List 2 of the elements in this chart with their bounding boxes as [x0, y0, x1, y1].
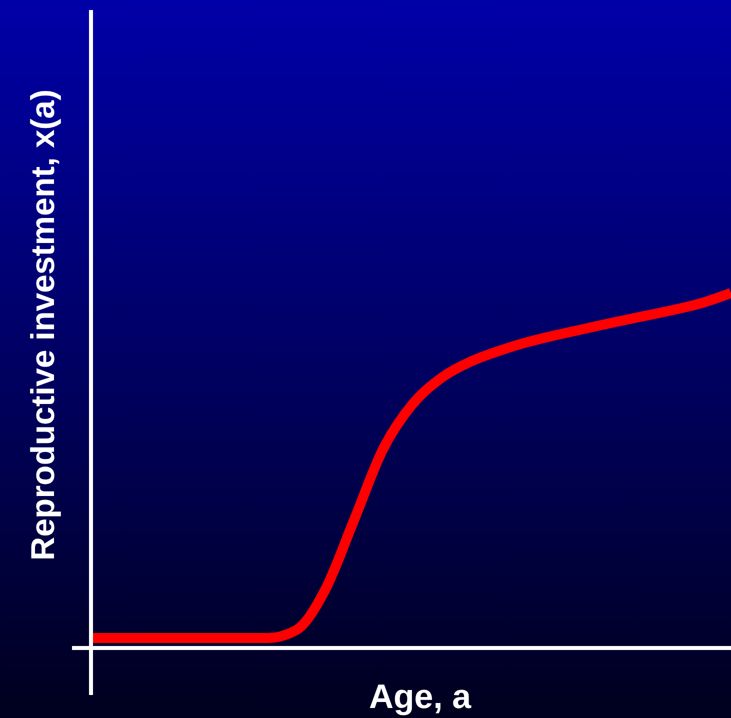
x-axis-title: Age, a — [368, 678, 472, 716]
y-axis-title: Reproductive investment, x(a) — [24, 89, 61, 561]
